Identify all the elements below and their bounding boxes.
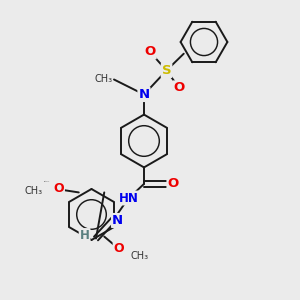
Text: O: O bbox=[144, 45, 156, 58]
Text: O: O bbox=[53, 182, 64, 195]
Text: N: N bbox=[138, 88, 150, 101]
Text: N: N bbox=[112, 214, 123, 227]
Text: O: O bbox=[173, 81, 185, 94]
Text: H: H bbox=[80, 229, 89, 242]
Text: O: O bbox=[167, 177, 179, 190]
Text: S: S bbox=[162, 64, 171, 77]
Text: HN: HN bbox=[119, 191, 139, 205]
Text: CH₃: CH₃ bbox=[25, 186, 43, 196]
Text: CH₃: CH₃ bbox=[94, 74, 112, 85]
Text: O: O bbox=[114, 242, 124, 255]
Text: CH₃: CH₃ bbox=[130, 251, 148, 261]
Text: methoxy: methoxy bbox=[44, 180, 50, 181]
